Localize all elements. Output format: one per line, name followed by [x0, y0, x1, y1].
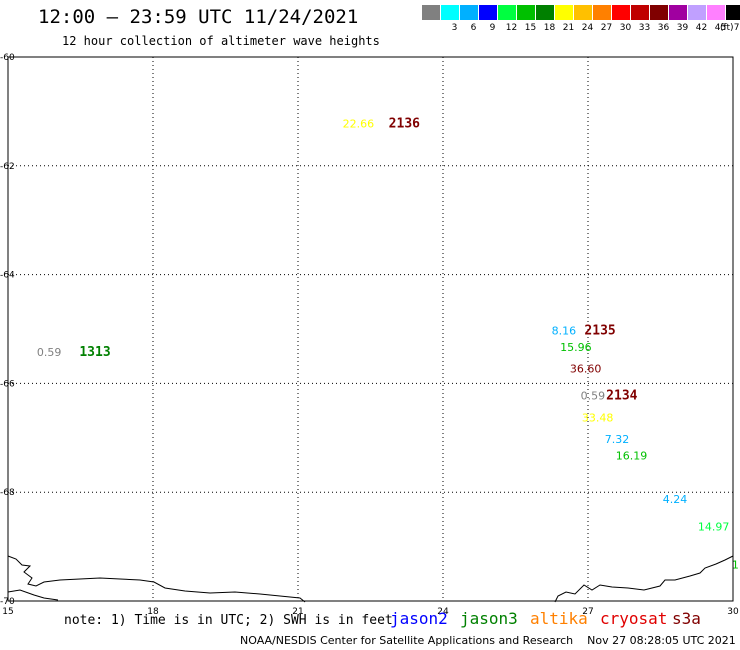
lon-tick-label: 21	[292, 607, 303, 617]
lat-tick-label: -70	[0, 597, 15, 607]
scale-label: 70	[733, 23, 740, 33]
lon-tick-label: 27	[582, 607, 593, 617]
scale-label: 15	[524, 23, 537, 33]
coastline	[7, 555, 734, 603]
coastline-east	[554, 555, 734, 603]
pass-time-label: 1313	[79, 345, 110, 360]
scale-swatch	[650, 5, 669, 20]
map-title: 12:00 – 23:59 UTC 11/24/2021	[38, 6, 359, 28]
scale-label: 9	[489, 23, 496, 33]
scale-swatch	[669, 5, 688, 20]
lon-tick-label: 15	[2, 607, 13, 617]
coastline-west-inner	[7, 589, 59, 601]
satellite-altika: altika	[530, 609, 588, 628]
lat-tick-label: -66	[0, 379, 15, 389]
scale-swatch	[593, 5, 612, 20]
pass-time-label: 2134	[606, 389, 637, 404]
satellite-s3a: s3a	[672, 609, 701, 628]
scale-swatch	[555, 5, 574, 20]
scale-swatch	[422, 5, 441, 20]
scale-swatch	[688, 5, 707, 20]
scale-label: 21	[562, 23, 575, 33]
scale-swatch	[441, 5, 460, 20]
wave-height-label: 16.19	[616, 450, 648, 463]
scale-swatch	[631, 5, 650, 20]
wave-height-label: 8.16	[552, 324, 577, 337]
scale-swatch	[498, 5, 517, 20]
scale-swatch	[612, 5, 631, 20]
footer-credit: NOAA/NESDIS Center for Satellite Applica…	[240, 634, 736, 647]
scale-label: 33	[638, 23, 651, 33]
scale-label: 45	[714, 23, 727, 33]
scale-label: 6	[470, 23, 477, 33]
scale-swatch	[479, 5, 498, 20]
wave-height-label: 33.48	[582, 411, 614, 424]
map-frame	[7, 56, 734, 602]
wave-height-label: 36.60	[570, 363, 602, 376]
pass-time-label: 2136	[389, 117, 420, 132]
lat-tick-label: -64	[0, 271, 15, 281]
footer-note: note: 1) Time is in UTC; 2) SWH is in fe…	[64, 613, 393, 628]
satellite-cryosat: cryosat	[600, 609, 668, 628]
scale-label: 18	[543, 23, 556, 33]
scale-label: 30	[619, 23, 632, 33]
coastline-west	[7, 555, 306, 603]
lon-tick-label: 24	[437, 607, 449, 617]
wave-height-label: 0.59	[37, 346, 62, 359]
lon-tick-label: 30	[727, 607, 739, 617]
scale-label: 39	[676, 23, 689, 33]
scale-swatch	[726, 5, 740, 20]
map-subtitle: 12 hour collection of altimeter wave hei…	[62, 34, 380, 48]
wave-height-label: 14.97	[698, 520, 730, 533]
wave-height-label: 0.59	[581, 390, 606, 403]
scale-label: 3	[451, 23, 458, 33]
scale-unit-label: (ft)	[720, 23, 734, 33]
pass-time-label: 2135	[584, 323, 615, 338]
scale-label: 42	[695, 23, 708, 33]
scale-swatch	[517, 5, 536, 20]
wave-height-label: 1	[732, 558, 739, 571]
wave-height-label: 15.96	[560, 341, 592, 354]
lon-tick-label: 18	[147, 607, 159, 617]
wave-height-label: 7.32	[605, 433, 630, 446]
satellite-jason2: jason2	[390, 609, 448, 628]
lat-tick-label: -60	[0, 53, 15, 63]
scale-label: 12	[505, 23, 518, 33]
scale-swatch	[460, 5, 479, 20]
scale-swatch	[707, 5, 726, 20]
scale-label: 27	[600, 23, 613, 33]
lat-tick-label: -68	[0, 488, 15, 498]
lat-tick-label: -62	[0, 162, 15, 172]
wave-height-label: 22.66	[343, 118, 375, 131]
scale-swatch	[574, 5, 593, 20]
satellite-jason3: jason3	[460, 609, 518, 628]
wave-height-label: 4.24	[663, 493, 688, 506]
scale-swatch	[536, 5, 555, 20]
scale-label: 36	[657, 23, 670, 33]
scale-label: 24	[581, 23, 594, 33]
